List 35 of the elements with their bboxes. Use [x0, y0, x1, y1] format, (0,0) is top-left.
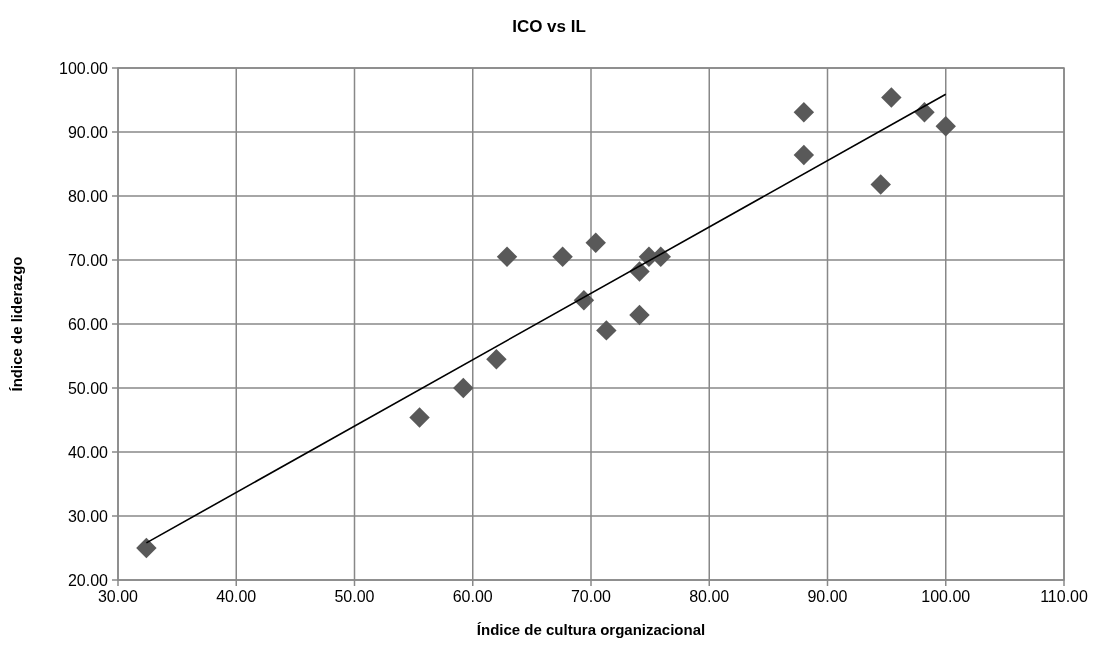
- y-tick-label: 60.00: [67, 316, 109, 333]
- x-tick-label: 90.00: [807, 588, 848, 605]
- point: [629, 304, 650, 326]
- x-tick-label: 80.00: [689, 588, 730, 605]
- point: [409, 407, 430, 428]
- y-tick-label: 30.00: [67, 508, 109, 525]
- x-axis-title: Índice de cultura organizacional: [476, 621, 706, 638]
- point: [881, 87, 902, 108]
- y-axis-title: Índice de liderazgo: [8, 256, 25, 392]
- y-tick-label: 50.00: [67, 380, 109, 397]
- y-tick-label: 20.00: [67, 572, 109, 589]
- x-tick-label: 50.00: [334, 588, 375, 605]
- point: [935, 116, 956, 137]
- point: [793, 101, 815, 123]
- y-tick-label: 90.00: [67, 124, 109, 141]
- y-tick-label: 70.00: [67, 252, 109, 269]
- x-tick-label: 100.00: [921, 588, 971, 605]
- point: [585, 232, 606, 253]
- point: [596, 320, 617, 341]
- x-tick-label: 30.00: [97, 588, 139, 605]
- point: [136, 537, 157, 559]
- point: [453, 377, 474, 399]
- y-tick-label: 80.00: [67, 188, 109, 205]
- point: [486, 348, 507, 370]
- point: [496, 246, 518, 268]
- chart-title: ICO vs IL: [512, 17, 586, 36]
- point: [870, 174, 891, 195]
- x-tick-label: 40.00: [216, 588, 257, 605]
- point: [552, 246, 573, 268]
- x-tick-label: 60.00: [452, 588, 493, 605]
- y-tick-label: 40.00: [67, 444, 109, 461]
- x-tick-label: 70.00: [570, 588, 612, 605]
- x-tick-label: 110.00: [1040, 588, 1088, 605]
- point: [793, 144, 815, 166]
- y-tick-label: 100.00: [59, 60, 109, 77]
